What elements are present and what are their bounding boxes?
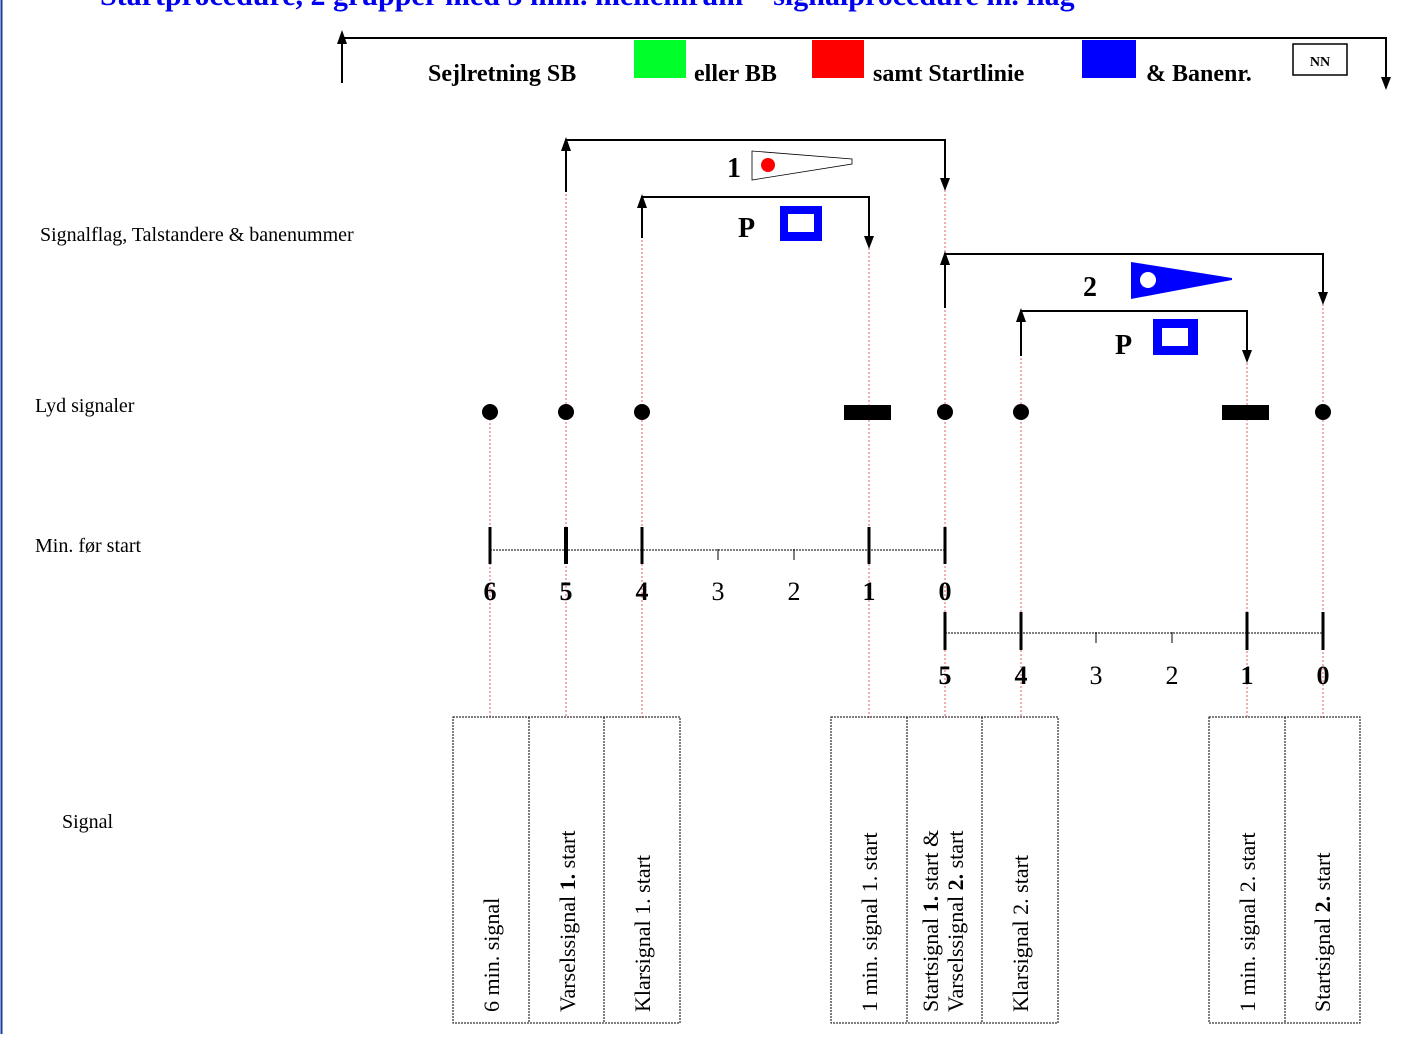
group1-prep-label: P	[738, 213, 755, 244]
arrow-down-icon	[1242, 350, 1252, 363]
signal-label: Klarsignal 1. start	[630, 855, 655, 1012]
course-number-box	[1292, 43, 1348, 76]
row-label-flags: Signalflag, Talstandere & banenummer	[40, 224, 354, 246]
arrow-up-icon	[337, 30, 347, 44]
blue-p-flag-icon	[1153, 319, 1198, 355]
header-bracket: Sejlretning SB eller BB samt Startlinie …	[337, 30, 1391, 90]
signal-label: Varselssignal 2. start	[943, 831, 968, 1012]
sail-text-sb: Sejlretning SB	[428, 61, 576, 87]
arrow-down-icon	[1381, 77, 1391, 90]
timeline-1: 6 5 4 3 2 1 0	[484, 527, 952, 606]
short-sound-dot	[937, 404, 953, 420]
arrow-up-icon	[637, 194, 647, 208]
group1-flag-bracket: 1	[561, 137, 950, 192]
timeline-minute-label: 3	[1090, 661, 1103, 690]
group1-prep-bracket: P	[637, 194, 874, 249]
signal-box-group-a	[452, 716, 681, 1024]
signal-label: Startsignal 1. start &	[918, 830, 943, 1012]
timeline-minute-label: 4	[1015, 661, 1028, 690]
arrow-up-icon	[561, 137, 571, 151]
arrow-down-icon	[940, 178, 950, 191]
sail-text-startline: samt Startlinie	[873, 61, 1025, 87]
timeline-minute-label: 6	[484, 577, 497, 606]
sail-text-course: & Banenr.	[1146, 61, 1252, 87]
group1-number: 1	[727, 153, 741, 184]
timeline-minute-label: 4	[636, 577, 649, 606]
arrow-up-icon	[940, 251, 950, 265]
group2-prep-label: P	[1115, 330, 1132, 361]
row-label-signal: Signal	[62, 811, 114, 833]
signal-label: Klarsignal 2. start	[1008, 855, 1033, 1012]
course-number-label: NN	[1310, 55, 1330, 70]
white-pennant-red-dot-icon	[751, 150, 853, 181]
short-sound-dot	[1013, 404, 1029, 420]
long-sound-bar	[844, 405, 891, 420]
group2-prep-bracket: P	[1016, 308, 1252, 363]
signal-box-group-b	[830, 716, 1059, 1024]
timeline-minute-label: 1	[1241, 661, 1254, 690]
sound-signals	[482, 404, 1331, 420]
short-sound-dot	[634, 404, 650, 420]
short-sound-dot	[482, 404, 498, 420]
timeline-minute-label: 5	[939, 661, 952, 690]
timeline-2: 5 4 3 2 1 0	[939, 612, 1330, 690]
timeline-minute-label: 2	[1166, 661, 1179, 690]
sail-text-bb: eller BB	[694, 61, 777, 87]
signal-label: Varselssignal 1. start	[555, 831, 580, 1012]
long-sound-bar	[1222, 405, 1269, 420]
group2-number: 2	[1083, 272, 1097, 303]
group2-flag-bracket: 2	[940, 251, 1328, 308]
signal-label: 1 min. signal 2. start	[1235, 832, 1260, 1012]
blue-pennant-white-dot-icon	[1131, 262, 1232, 299]
startline-swatch	[1082, 40, 1136, 78]
signal-label: 6 min. signal	[479, 898, 504, 1012]
timeline-minute-label: 0	[939, 577, 952, 606]
arrow-down-icon	[1318, 292, 1328, 305]
timeline-minute-label: 5	[560, 577, 573, 606]
cut-title: Startprocedure, 2 grupper med 5 min. mel…	[100, 0, 1075, 12]
signal-label: 1 min. signal 1. start	[857, 832, 882, 1012]
arrow-down-icon	[864, 236, 874, 249]
blue-p-flag-icon	[780, 206, 822, 241]
signal-label: Startsignal 2. start	[1310, 853, 1335, 1013]
short-sound-dot	[1315, 404, 1331, 420]
port-swatch	[812, 40, 864, 78]
row-label-sound: Lyd signaler	[35, 395, 135, 417]
starboard-swatch	[634, 40, 686, 78]
short-sound-dot	[558, 404, 574, 420]
row-label-minutes: Min. før start	[35, 535, 142, 557]
timeline-minute-label: 1	[863, 577, 876, 606]
signal-boxes: 6 min. signal Varselssignal 1. start Klars…	[452, 716, 1361, 1024]
timeline-minute-label: 2	[788, 577, 801, 606]
arrow-up-icon	[1016, 308, 1026, 322]
timeline-minute-label: 0	[1317, 661, 1330, 690]
timeline-minute-label: 3	[712, 577, 725, 606]
